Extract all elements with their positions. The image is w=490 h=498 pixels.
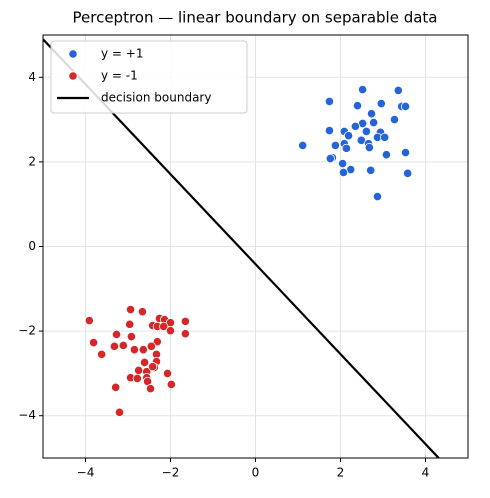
point	[366, 165, 376, 175]
point	[325, 153, 335, 164]
point	[298, 140, 308, 151]
point	[376, 98, 386, 109]
point	[159, 321, 169, 332]
point	[111, 382, 121, 392]
legend-label: y = -1	[101, 69, 138, 83]
point	[361, 126, 372, 137]
point	[118, 340, 128, 351]
point	[137, 307, 148, 317]
point	[341, 143, 352, 153]
legend-box	[50, 40, 248, 114]
point	[134, 365, 144, 376]
point	[88, 337, 99, 348]
point	[146, 341, 156, 351]
point	[162, 368, 173, 378]
point	[381, 150, 391, 160]
legend-swatch	[68, 71, 78, 81]
point	[111, 329, 122, 340]
point	[324, 96, 335, 107]
point	[132, 373, 142, 384]
point	[138, 345, 148, 355]
point	[152, 337, 162, 347]
x-tick-label: 4	[422, 466, 430, 480]
y-tick-label: −2	[18, 324, 36, 338]
x-tick-label: −4	[77, 466, 95, 480]
point	[403, 168, 413, 178]
point	[166, 379, 176, 389]
point	[393, 85, 403, 96]
legend: y = +1 y = -1 decision boundary	[50, 40, 248, 114]
point	[380, 132, 390, 142]
point	[350, 121, 360, 131]
point	[180, 329, 190, 339]
y-tick-label: 4	[28, 70, 36, 84]
point	[126, 331, 136, 342]
point	[145, 384, 156, 394]
legend-swatch	[68, 49, 78, 59]
point	[372, 191, 383, 202]
y-tick-label: 0	[28, 239, 36, 253]
point	[324, 125, 335, 136]
point	[338, 167, 349, 178]
point	[364, 142, 374, 153]
point	[389, 115, 400, 125]
point	[180, 316, 190, 326]
y-tick-label: 2	[28, 154, 36, 168]
point	[125, 319, 135, 329]
point	[352, 101, 363, 111]
point	[129, 345, 139, 355]
point	[369, 117, 379, 128]
legend-label: decision boundary	[101, 91, 211, 105]
legend-label: y = +1	[101, 47, 143, 61]
point	[114, 407, 125, 417]
point	[400, 101, 411, 112]
x-tick-label: 0	[252, 466, 260, 480]
point	[400, 147, 411, 158]
point	[338, 158, 348, 169]
x-tick-label: −2	[162, 466, 180, 480]
x-tick-label: 2	[337, 466, 345, 480]
chart-title: Perceptron — linear boundary on separabl…	[73, 9, 438, 27]
point	[148, 362, 158, 372]
point	[357, 84, 368, 95]
point	[97, 349, 107, 359]
point	[139, 357, 150, 368]
point	[165, 326, 176, 336]
point	[343, 131, 354, 141]
point	[330, 140, 340, 151]
point	[84, 315, 94, 326]
point	[366, 109, 377, 119]
y-tick-label: −4	[18, 408, 36, 422]
plot-frame	[42, 34, 469, 459]
point	[125, 304, 136, 315]
point	[109, 341, 120, 351]
